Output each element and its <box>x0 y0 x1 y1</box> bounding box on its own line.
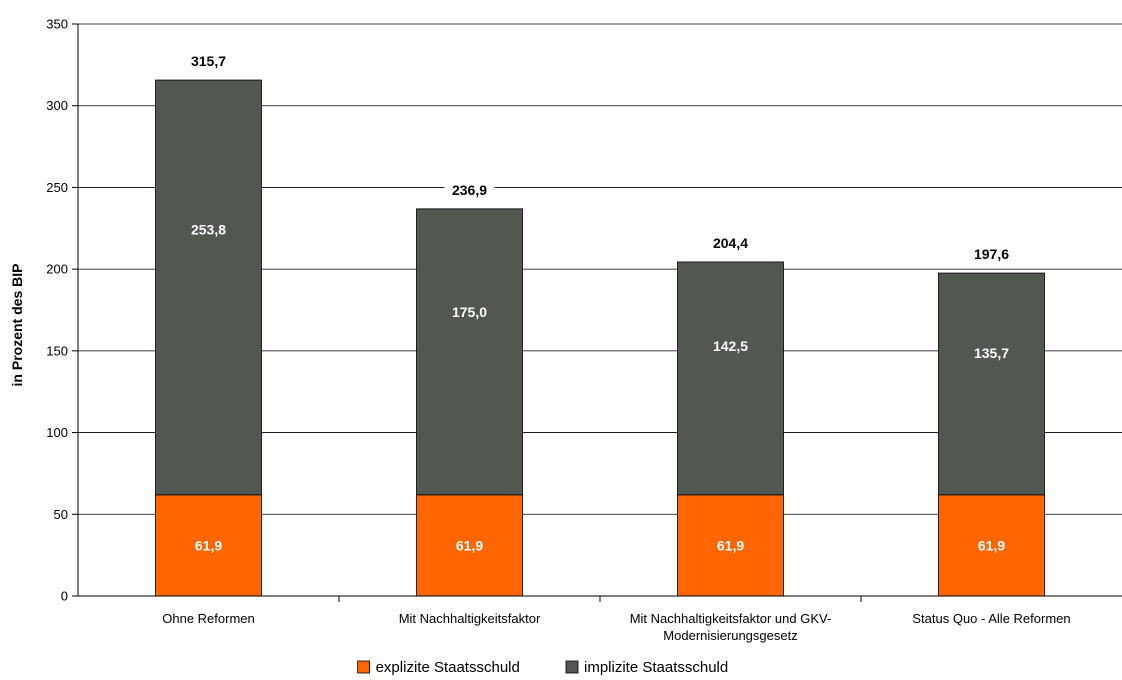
y-tick-label: 50 <box>54 507 68 522</box>
segment-value-label: 175,0 <box>452 304 487 320</box>
total-label-bg <box>705 234 756 252</box>
y-axis-ticks: 0 50 100 150 200 250 300 350 <box>46 17 862 604</box>
category-label: Modernisierungsgesetz <box>663 628 797 643</box>
total-label-bg <box>966 246 1017 264</box>
axes <box>77 24 1122 597</box>
segment-value-label: 253,8 <box>191 221 226 237</box>
legend: explizite Staatsschuld implizite Staatssc… <box>357 659 728 676</box>
legend-label: explizite Staatsschuld <box>376 659 520 676</box>
y-tick-label: 150 <box>46 343 68 358</box>
total-value-label: 204,4 <box>713 235 748 251</box>
y-tick-label: 0 <box>61 589 68 604</box>
bar-segment-implizit <box>155 79 262 496</box>
y-tick-label: 100 <box>46 425 68 440</box>
bar-segment-explizit <box>416 494 523 597</box>
legend-swatch <box>565 660 579 674</box>
bar-segment-explizit <box>677 494 784 597</box>
y-tick-label: 250 <box>46 180 68 195</box>
y-axis-title: in Prozent des BIP <box>9 264 25 387</box>
segment-value-label: 61,9 <box>456 537 483 553</box>
total-label-bg <box>444 181 495 199</box>
total-value-label: 197,6 <box>974 246 1009 262</box>
category-label: Mit Nachhaltigkeitsfaktor <box>399 611 541 626</box>
y-tick-label: 300 <box>46 98 68 113</box>
category-label: Mit Nachhaltigkeitsfaktor und GKV- <box>630 611 832 626</box>
bar-segment-implizit <box>416 208 523 496</box>
total-value-label: 236,9 <box>452 182 487 198</box>
total-value-label: 315,7 <box>191 53 226 69</box>
legend-swatch <box>357 660 371 674</box>
segment-value-label: 142,5 <box>713 338 748 354</box>
segment-value-label: 61,9 <box>978 537 1005 553</box>
category-label: Status Quo - Alle Reformen <box>912 611 1070 626</box>
y-tick-label: 200 <box>46 262 68 277</box>
segment-value-label: 135,7 <box>974 345 1009 361</box>
category-label: Ohne Reformen <box>162 611 255 626</box>
bar-segment-implizit <box>938 272 1045 496</box>
category-labels: Ohne Reformen Mit Nachhaltigkeitsfaktor Mi… <box>162 611 1070 643</box>
segment-value-label: 61,9 <box>195 537 222 553</box>
y-tick-label: 350 <box>46 17 68 32</box>
bar-segment-implizit <box>677 261 784 496</box>
legend-label: implizite Staatsschuld <box>584 659 728 676</box>
segment-value-label: 61,9 <box>717 537 744 553</box>
data-labels: 61,9 253,8 315,7 61,9 175,0 236,9 61,9 142,5 204… <box>183 53 1017 553</box>
total-label-bg <box>183 53 234 71</box>
bar-segment-explizit <box>155 494 262 597</box>
bars <box>155 79 1045 597</box>
